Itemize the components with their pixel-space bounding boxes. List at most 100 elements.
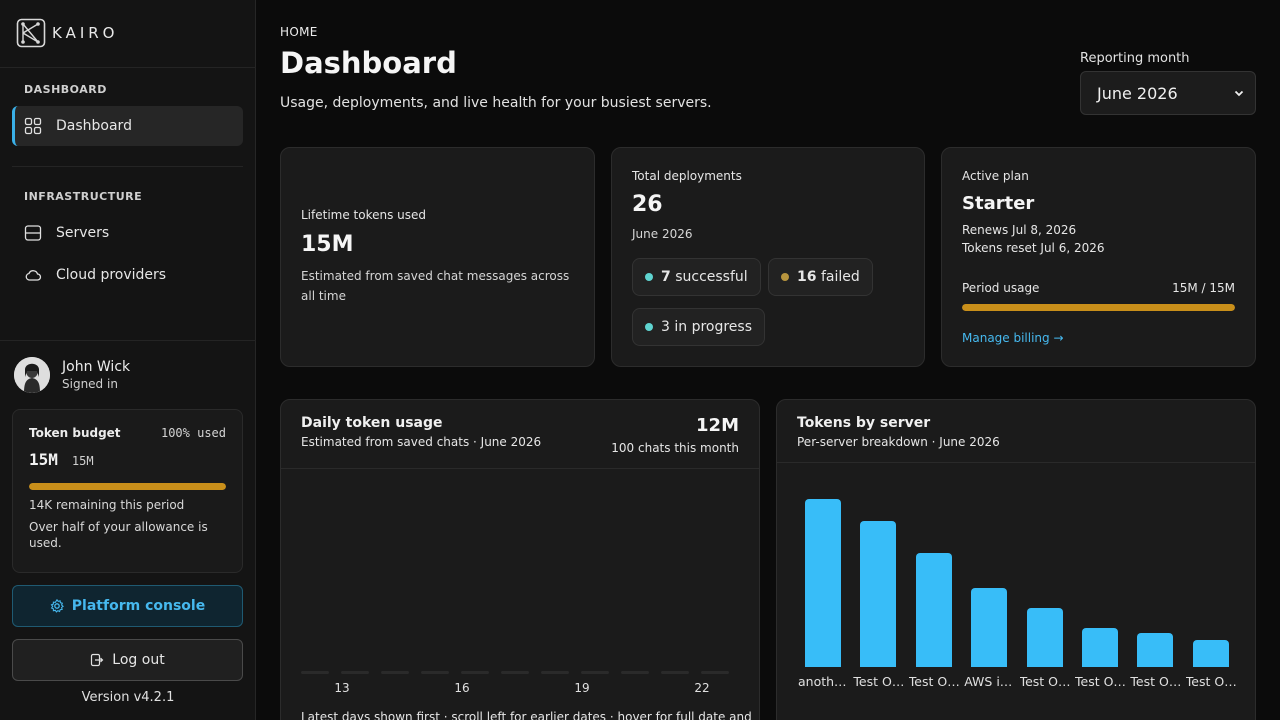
status-badge-successful[interactable]: 7 successful	[632, 258, 761, 296]
reporting-month-select[interactable]: June 2026	[1080, 71, 1256, 115]
server-bar[interactable]	[1192, 640, 1229, 667]
server-bar-label: Test O…	[908, 674, 960, 689]
server-bar-label: Test O…	[1130, 674, 1182, 689]
failed-label: failed	[820, 269, 860, 285]
logout-button[interactable]: Log out	[12, 639, 243, 681]
avatar	[14, 357, 50, 393]
reporting-month-label: Reporting month	[1080, 51, 1190, 66]
tokens-by-server-panel: Tokens by server Per-server breakdown · …	[776, 399, 1256, 720]
daily-bar[interactable]	[581, 671, 609, 674]
daily-bar[interactable]	[701, 671, 729, 674]
sidebar-item-label: Servers	[56, 225, 110, 241]
sidebar-item-cloud-providers[interactable]: Cloud providers	[12, 255, 243, 295]
daily-token-usage-panel: Daily token usage Estimated from saved c…	[280, 399, 760, 720]
lifetime-tokens-note: Estimated from saved chat messages acros…	[301, 269, 570, 303]
user-profile[interactable]: John Wick Signed in	[14, 357, 130, 393]
grid-icon	[24, 117, 42, 135]
sidebar-item-dashboard[interactable]: Dashboard	[12, 106, 243, 146]
chart-footnote: Latest days shown first · scroll left fo…	[301, 710, 752, 720]
sidebar-divider	[0, 67, 256, 68]
budget-remaining: 14K remaining this period	[29, 498, 185, 512]
successful-label: successful	[675, 269, 748, 285]
platform-console-button[interactable]: Platform console	[12, 585, 243, 627]
daily-bar[interactable]	[381, 671, 409, 674]
server-bar[interactable]	[1026, 608, 1063, 667]
daily-usage-plot[interactable]: 13 16 19 22	[281, 469, 759, 709]
chart-subtitle: Estimated from saved chats · June 2026	[301, 435, 542, 449]
sidebar: KAIRO DASHBOARD Dashboard INFRASTRUCTURE…	[0, 0, 256, 720]
breadcrumb[interactable]: HOME	[280, 25, 318, 39]
sidebar-item-label: Dashboard	[56, 118, 132, 134]
daily-bar[interactable]	[661, 671, 689, 674]
lifetime-tokens-card: Lifetime tokens used 15M Estimated from …	[280, 147, 595, 367]
page-subtitle: Usage, deployments, and live health for …	[280, 95, 712, 111]
server-bar-label: AWS i…	[964, 674, 1013, 689]
server-icon	[24, 225, 42, 241]
manage-billing-link[interactable]: Manage billing →	[962, 331, 1064, 345]
section-label-infrastructure: INFRASTRUCTURE	[24, 190, 143, 203]
server-bar-label: Test O…	[853, 674, 905, 689]
section-label-dashboard: DASHBOARD	[24, 83, 107, 96]
lifetime-tokens-value: 15M	[301, 232, 354, 257]
daily-bar[interactable]	[461, 671, 489, 674]
gear-icon	[50, 599, 64, 613]
user-name: John Wick	[62, 359, 131, 375]
sidebar-item-label: Cloud providers	[56, 267, 167, 283]
server-bar-label: Test O…	[1019, 674, 1071, 689]
budget-percent: 100% used	[160, 426, 226, 440]
daily-bar[interactable]	[541, 671, 569, 674]
sidebar-divider	[12, 166, 243, 167]
card-label: Lifetime tokens used	[301, 208, 427, 222]
x-tick-label: 19	[574, 681, 590, 695]
successful-count: 7	[661, 269, 671, 285]
reporting-month-value: June 2026	[1097, 83, 1178, 103]
daily-chats: 100 chats this month	[611, 441, 739, 455]
brand-name: KAIRO	[52, 24, 119, 42]
server-bar[interactable]	[915, 552, 952, 667]
card-label: Active plan	[962, 169, 1029, 183]
server-bar[interactable]	[805, 499, 841, 667]
budget-note: Over half of your allowance is used.	[29, 520, 208, 550]
daily-bar[interactable]	[501, 671, 529, 674]
daily-bar[interactable]	[421, 671, 449, 674]
chart-title: Tokens by server	[797, 415, 931, 431]
in-progress-dot-icon	[645, 323, 653, 331]
sidebar-item-servers[interactable]: Servers	[12, 213, 243, 253]
chart-subtitle: Per-server breakdown · June 2026	[797, 435, 1000, 449]
server-bar-label: anoth…	[798, 674, 847, 689]
deployments-card: Total deployments 26 June 2026 7 success…	[611, 147, 925, 367]
token-budget-card: Token budget 100% used 15M 15M 14K remai…	[12, 409, 243, 573]
server-bar[interactable]	[1082, 628, 1118, 667]
cloud-icon	[25, 270, 42, 281]
server-bar[interactable]	[1137, 633, 1174, 667]
x-tick-label: 16	[454, 681, 470, 695]
server-bar-label: Test O…	[1185, 674, 1237, 689]
server-bar-chart[interactable]: anoth… Test O… Test O… AWS i… Test O… Test O……	[777, 463, 1255, 703]
budget-title: Token budget	[29, 426, 121, 440]
failed-count: 16	[797, 269, 817, 285]
plan-renews: Renews Jul 8, 2026	[962, 223, 1077, 237]
server-bar-label: Test O…	[1075, 674, 1126, 689]
kairo-logo-icon	[16, 18, 46, 48]
budget-progress-fill	[29, 483, 226, 490]
brand-logo[interactable]: KAIRO	[16, 18, 119, 48]
server-bar[interactable]	[971, 588, 1008, 667]
sidebar-divider	[0, 340, 256, 341]
daily-bar[interactable]	[301, 671, 329, 674]
success-dot-icon	[645, 273, 653, 281]
server-bar[interactable]	[860, 520, 897, 667]
status-badge-failed[interactable]: 16 failed	[768, 258, 873, 296]
active-plan-card: Active plan Starter Renews Jul 8, 2026 T…	[941, 147, 1256, 367]
logout-icon	[91, 653, 104, 667]
daily-bar[interactable]	[341, 671, 369, 674]
budget-used: 15M	[29, 450, 58, 469]
user-status: Signed in	[62, 377, 118, 391]
period-usage-progress	[962, 304, 1235, 311]
x-tick-label: 13	[334, 681, 350, 695]
x-tick-label: 22	[694, 681, 710, 695]
chart-title: Daily token usage	[301, 415, 443, 431]
status-badge-in-progress[interactable]: 3 in progress	[632, 308, 766, 346]
daily-bar[interactable]	[621, 671, 649, 674]
period-usage-value: 15M / 15M	[1172, 281, 1235, 295]
chart-divider	[281, 468, 759, 469]
